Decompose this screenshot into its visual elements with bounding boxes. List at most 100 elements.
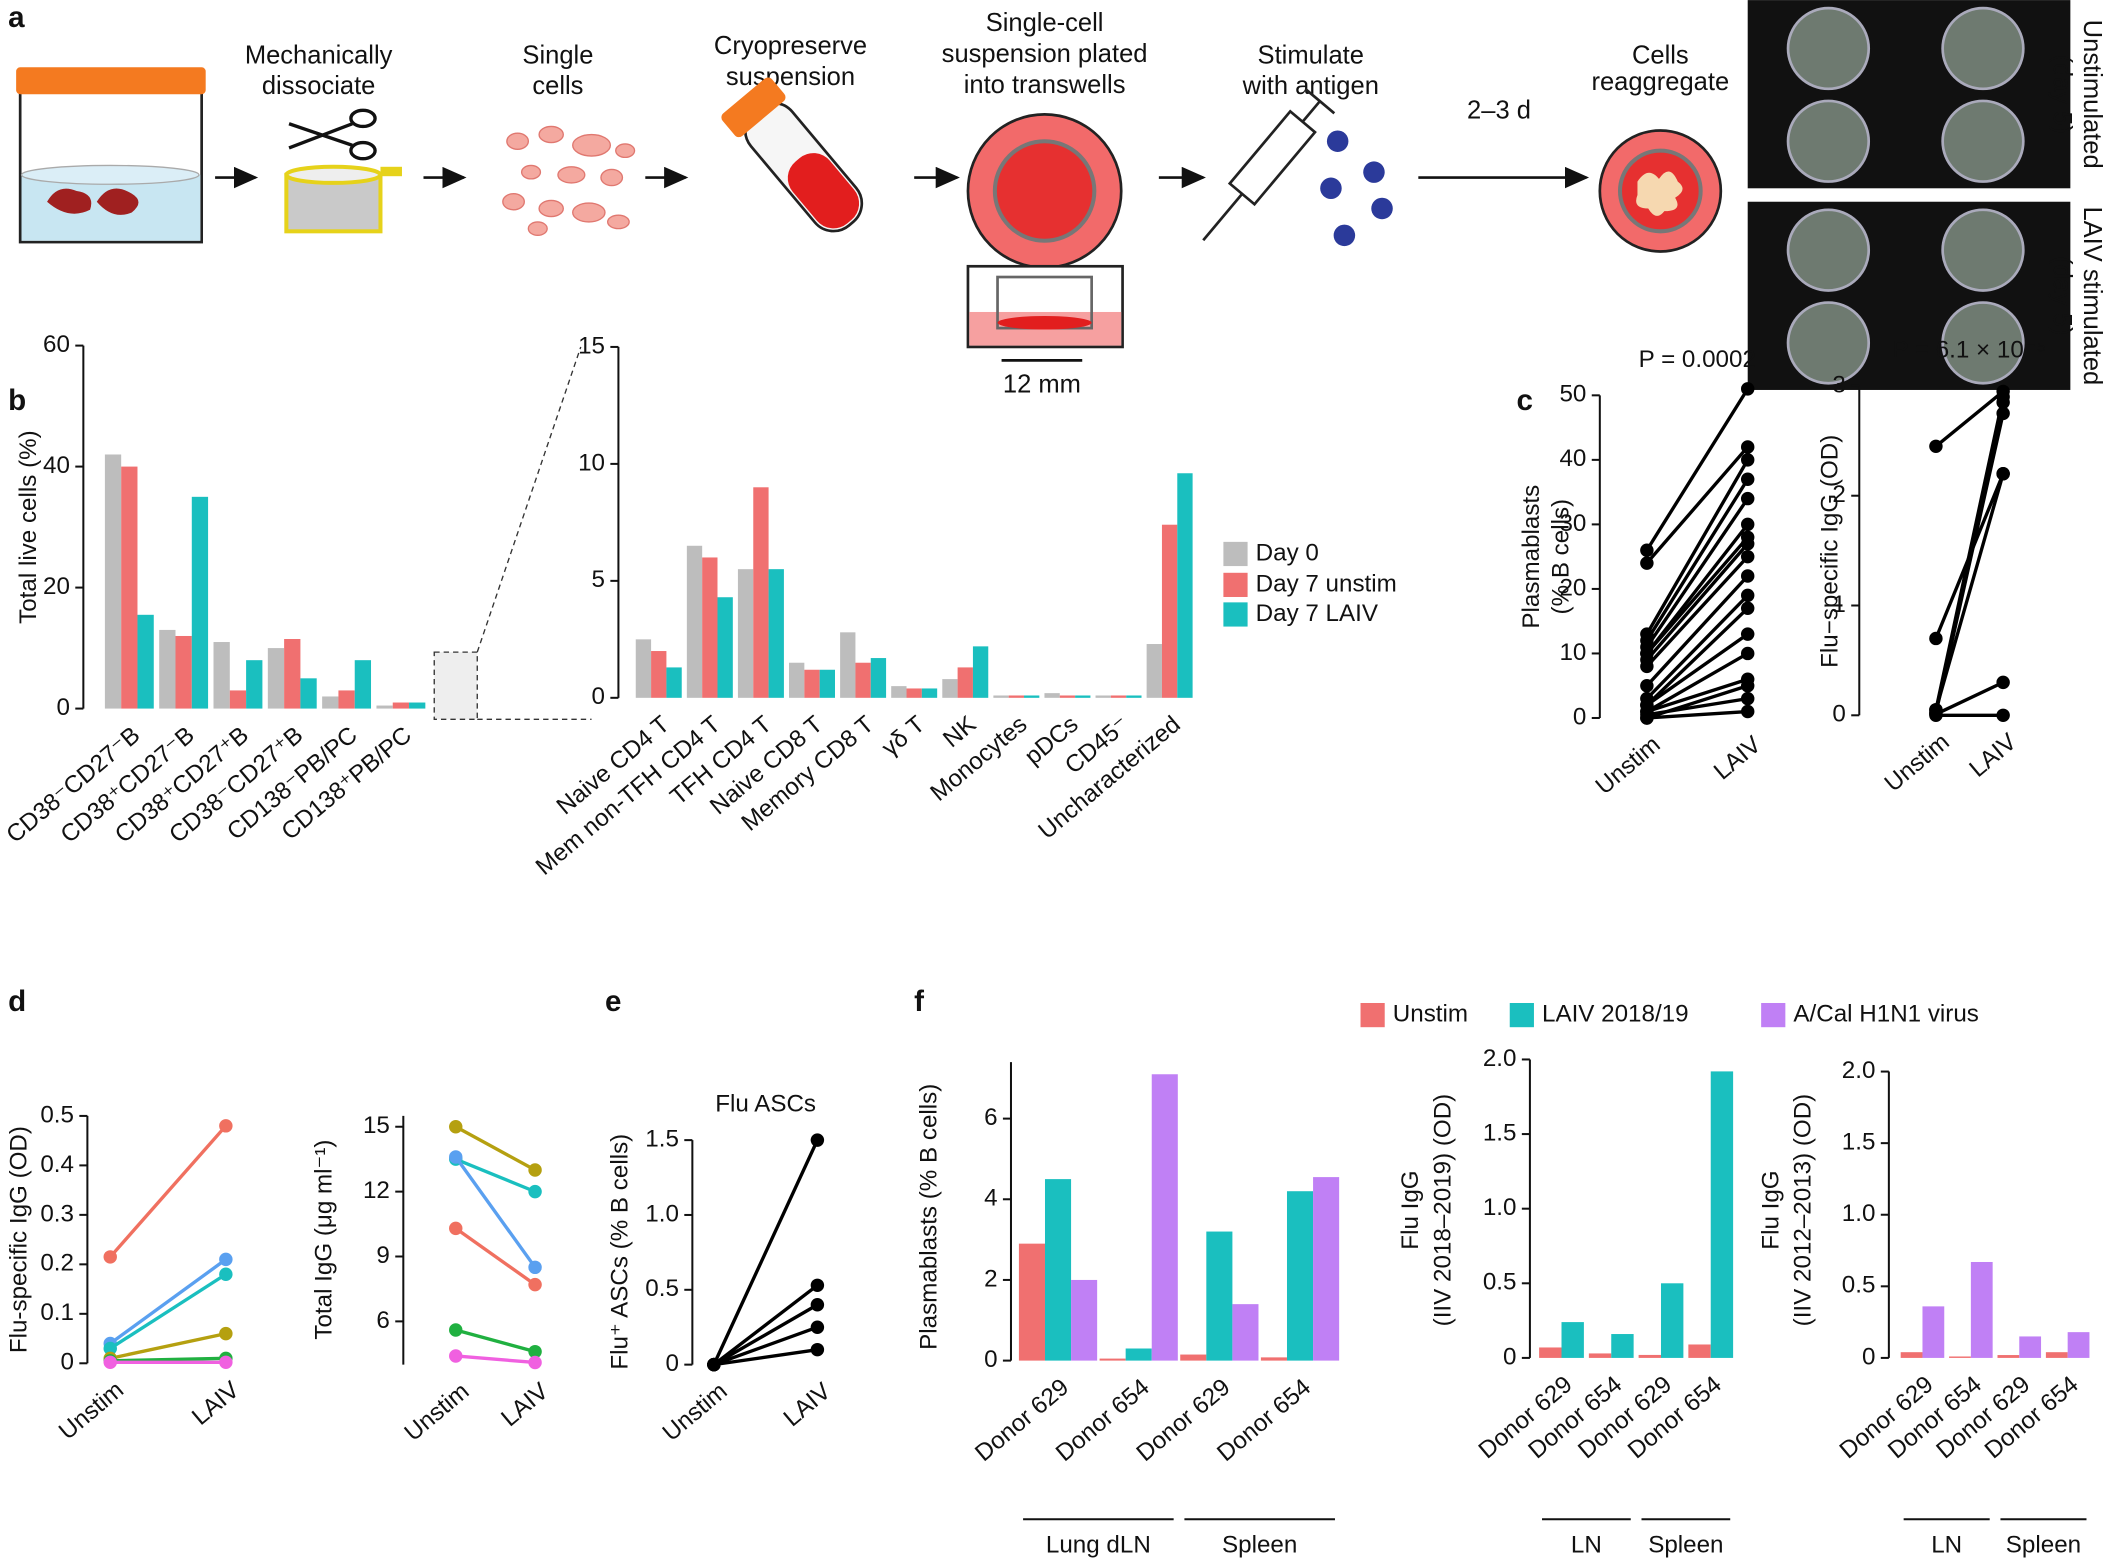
y-tick-label: 5	[592, 566, 605, 593]
series-line	[1645, 555, 1749, 668]
step-label: dissociate	[262, 72, 376, 100]
x-tick-label: γδ T	[877, 711, 931, 762]
point	[1740, 588, 1755, 603]
y-tick-label: 40	[1559, 445, 1586, 472]
bar	[409, 702, 426, 709]
group-label: LN	[1931, 1532, 1962, 1559]
bar	[972, 646, 989, 698]
point	[1996, 708, 2010, 723]
step-label: Cells	[1632, 41, 1689, 69]
bar	[753, 487, 769, 698]
scissors	[288, 108, 377, 161]
bar	[1286, 1191, 1314, 1361]
series-line	[713, 1325, 818, 1367]
legend-swatch	[1761, 1002, 1786, 1028]
bar	[1177, 473, 1193, 698]
y-tick-label: 1.5	[1483, 1119, 1517, 1146]
point	[449, 1323, 463, 1337]
point	[449, 1150, 463, 1164]
bar	[104, 454, 122, 709]
series-line	[454, 1125, 536, 1172]
bar	[1232, 1304, 1259, 1361]
point	[1740, 601, 1755, 616]
series-line	[455, 1157, 536, 1194]
x-tick-label: Monocytes	[925, 711, 1032, 807]
bar	[768, 569, 784, 698]
point	[528, 1355, 542, 1370]
y-axis-title: Plasmablasts	[1518, 485, 1545, 629]
bar	[284, 639, 301, 709]
point	[103, 1341, 117, 1356]
point	[1740, 646, 1755, 661]
point	[1740, 382, 1755, 396]
y-tick-label: 0	[592, 683, 605, 710]
point	[1740, 472, 1755, 486]
bar	[1997, 1355, 2020, 1358]
point	[1740, 569, 1755, 583]
step-label: suspension	[726, 63, 855, 91]
series-line	[109, 1331, 227, 1360]
bar	[2045, 1352, 2068, 1358]
y-tick-label: 2	[1832, 481, 1845, 508]
y-tick-label: 1.5	[645, 1126, 679, 1153]
y-tick-label: 40	[43, 452, 70, 479]
x-tick-label: Unstim	[1591, 731, 1666, 800]
series-line	[1645, 497, 1750, 648]
legend-swatch	[1360, 1002, 1385, 1028]
panel-letter: a	[8, 1, 25, 34]
bar	[1180, 1354, 1207, 1361]
legend-swatch	[1223, 541, 1248, 567]
x-tick-label: LAIV	[187, 1376, 245, 1431]
point	[707, 1357, 721, 1372]
photo-label: (day 5)	[2048, 256, 2076, 335]
point	[528, 1344, 542, 1359]
series-line	[1935, 680, 2004, 716]
bar	[1900, 1352, 1923, 1358]
x-tick-label: LAIV	[779, 1377, 837, 1432]
group-label: Spleen	[2006, 1532, 2081, 1559]
bar	[1660, 1283, 1684, 1358]
strainer-handle	[380, 166, 402, 177]
point	[1740, 491, 1755, 506]
legend-swatch	[1509, 1002, 1534, 1028]
group-label: Spleen	[1222, 1532, 1297, 1559]
x-tick-label: Unstim	[658, 1378, 733, 1447]
bar	[1151, 1074, 1178, 1361]
series-line	[108, 1124, 228, 1259]
step-label: Cryopreserve	[714, 32, 867, 60]
y-tick-label: 10	[1559, 639, 1586, 666]
bar	[1095, 695, 1111, 698]
y-tick-label: 6	[376, 1307, 389, 1334]
wells	[1786, 6, 2025, 385]
y-tick-label: 20	[43, 573, 70, 600]
y-tick-label: 3	[1832, 371, 1845, 398]
point	[1929, 703, 1943, 717]
y-tick-label: 0.5	[645, 1275, 679, 1302]
bar	[354, 660, 372, 709]
bar	[1059, 695, 1076, 698]
bar	[1018, 1243, 1045, 1361]
point	[1640, 711, 1654, 725]
bar	[1949, 1356, 1971, 1358]
point	[1640, 543, 1654, 557]
y-tick-label: 30	[1559, 510, 1586, 537]
point	[219, 1326, 233, 1341]
step-label: Single-cell	[986, 9, 1104, 37]
series-line	[1645, 542, 1749, 662]
point	[810, 1342, 825, 1357]
point	[219, 1267, 233, 1281]
bar	[267, 648, 285, 709]
legend-label: Day 7 unstim	[1256, 570, 1397, 597]
bar	[993, 695, 1009, 698]
series-line	[1645, 632, 1749, 707]
y-tick-label: 20	[1559, 574, 1586, 601]
bar	[322, 696, 339, 709]
legend-swatch	[1223, 572, 1248, 597]
group-label: Lung dLN	[1046, 1532, 1151, 1559]
y-tick-label: 0	[56, 694, 69, 721]
bar	[1044, 1179, 1072, 1361]
chart-title: P = 6.1 × 10⁻⁵	[1892, 336, 2046, 363]
y-tick-label: 1.5	[1842, 1129, 1876, 1156]
step-label: Stimulate	[1258, 41, 1364, 69]
point	[219, 1119, 233, 1133]
